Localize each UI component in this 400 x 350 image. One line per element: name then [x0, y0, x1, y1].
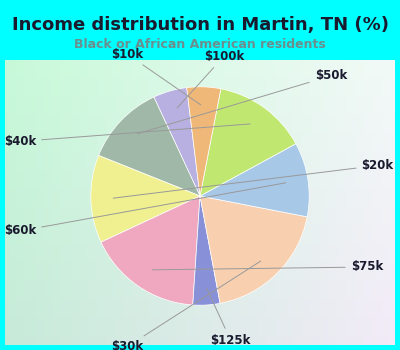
Wedge shape [200, 89, 296, 196]
Text: City-Data.com: City-Data.com [258, 90, 332, 100]
FancyBboxPatch shape [5, 60, 395, 345]
Text: $75k: $75k [152, 260, 383, 273]
Wedge shape [200, 144, 309, 217]
Text: Black or African American residents: Black or African American residents [74, 38, 326, 51]
Text: $100k: $100k [177, 50, 244, 108]
Text: $40k: $40k [4, 124, 250, 148]
Text: Income distribution in Martin, TN (%): Income distribution in Martin, TN (%) [12, 16, 388, 34]
Text: $50k: $50k [138, 69, 347, 134]
Wedge shape [91, 155, 200, 242]
Wedge shape [154, 88, 200, 196]
Wedge shape [187, 87, 221, 196]
Wedge shape [193, 196, 220, 305]
Wedge shape [200, 196, 307, 303]
Wedge shape [99, 97, 200, 196]
Text: $60k: $60k [4, 183, 286, 237]
Text: $20k: $20k [113, 159, 394, 198]
Text: $125k: $125k [206, 288, 251, 346]
Text: $10k: $10k [111, 48, 201, 105]
Text: $30k: $30k [111, 261, 261, 350]
Wedge shape [101, 196, 200, 305]
